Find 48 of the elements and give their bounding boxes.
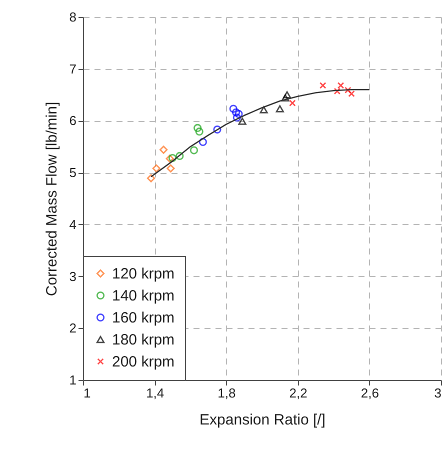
x-tick-label: 2,2 <box>289 386 308 400</box>
point <box>344 86 352 94</box>
point <box>198 138 207 146</box>
point <box>146 174 156 182</box>
legend-label: 160 krpm <box>112 310 175 326</box>
x-axis-title: Expansion Ratio [/] <box>200 412 326 428</box>
y-tick-label: 8 <box>69 10 76 24</box>
point <box>190 146 198 154</box>
legend-label: 140 krpm <box>112 288 175 304</box>
point <box>159 146 168 154</box>
x-tick-label: 1 <box>84 386 91 400</box>
y-tick-label: 6 <box>69 113 76 128</box>
y-axis-title: Corrected Mass Flow [lb/min] <box>43 102 60 296</box>
y-tick-label: 4 <box>69 216 76 232</box>
point <box>195 128 204 136</box>
point <box>166 164 175 172</box>
point <box>232 114 241 122</box>
y-tick-label: 3 <box>69 268 76 284</box>
point <box>260 106 268 114</box>
y-tick-label: 2 <box>69 320 76 336</box>
point <box>337 82 344 89</box>
legend-label: 180 krpm <box>112 332 175 348</box>
point <box>152 164 160 172</box>
point <box>319 82 326 89</box>
point <box>168 154 177 162</box>
point <box>229 104 238 113</box>
point <box>194 124 202 132</box>
y-tick-label: 7 <box>69 61 76 76</box>
point <box>234 110 243 118</box>
y-tick-label: 1 <box>69 372 76 388</box>
legend-label: 200 krpm <box>112 354 175 370</box>
x-tick-label: 2,6 <box>360 386 379 400</box>
x-tick-label: 3 <box>434 386 442 400</box>
point <box>176 152 184 160</box>
x-tick-label: 1,8 <box>218 386 236 400</box>
y-tick-label: 5 <box>69 165 76 180</box>
point <box>348 90 355 98</box>
point <box>276 105 284 112</box>
point <box>283 91 292 98</box>
point <box>213 125 222 134</box>
point <box>238 118 246 125</box>
point <box>166 154 174 163</box>
point <box>232 108 240 116</box>
point <box>289 100 296 106</box>
point <box>281 94 290 102</box>
x-tick-label: 1,4 <box>146 386 164 400</box>
legend-label: 120 krpm <box>112 266 175 282</box>
point <box>334 88 341 95</box>
